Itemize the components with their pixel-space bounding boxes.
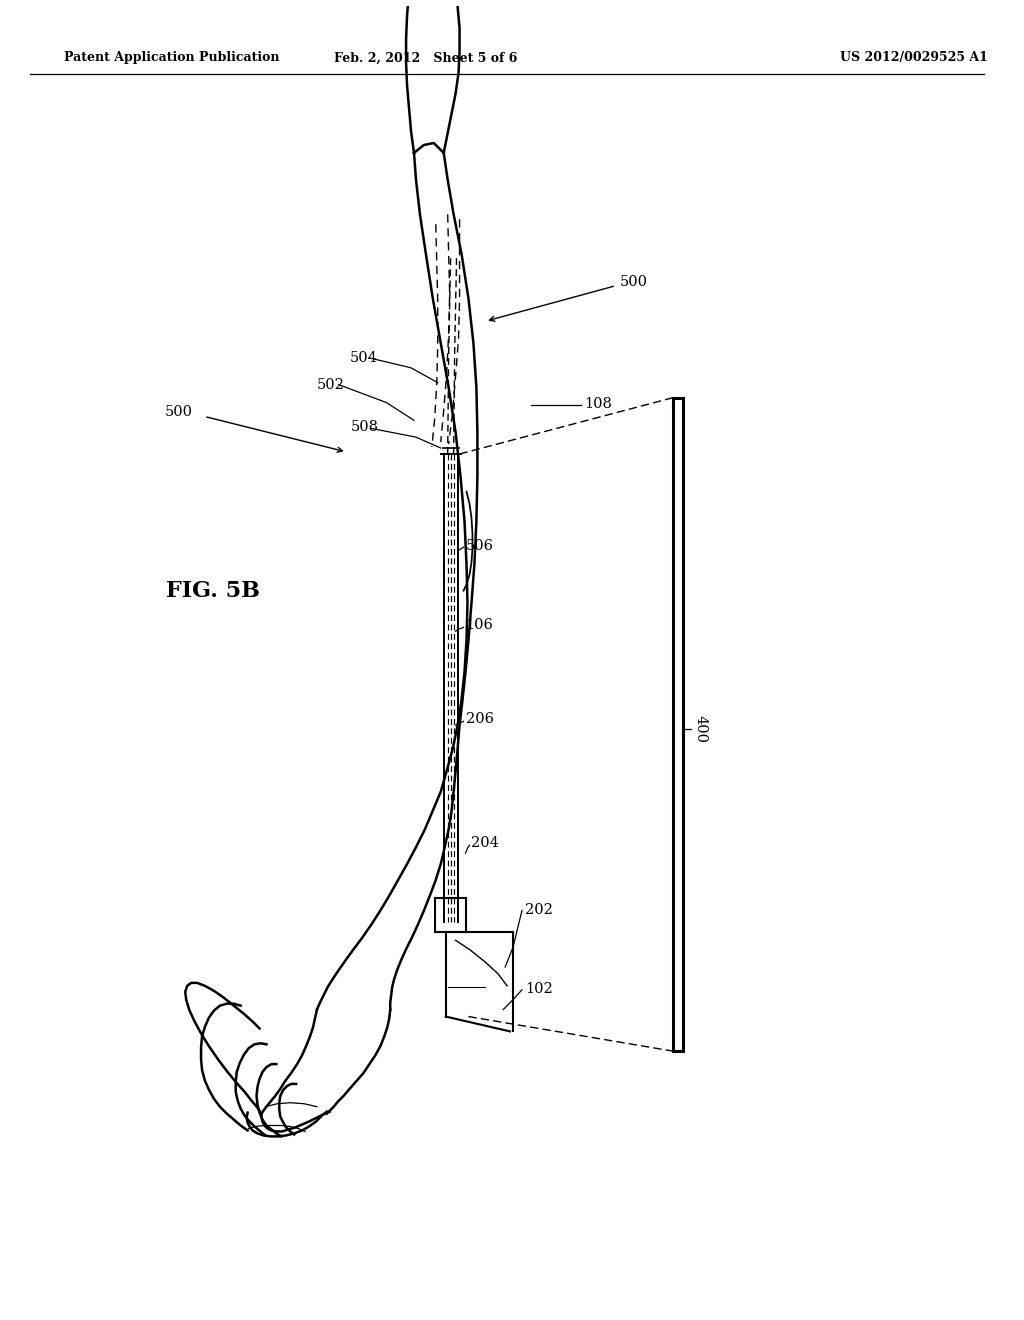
Text: 508: 508: [350, 420, 379, 434]
Text: 204: 204: [471, 837, 500, 850]
Text: 206: 206: [466, 713, 494, 726]
Text: 504: 504: [349, 351, 378, 364]
Text: Patent Application Publication: Patent Application Publication: [65, 51, 280, 65]
Text: 500: 500: [165, 405, 193, 420]
Text: Feb. 2, 2012   Sheet 5 of 6: Feb. 2, 2012 Sheet 5 of 6: [334, 51, 517, 65]
Text: 400: 400: [693, 715, 708, 743]
Text: 500: 500: [620, 275, 648, 289]
Text: 202: 202: [525, 903, 553, 916]
Text: 502: 502: [317, 378, 345, 392]
Text: 108: 108: [585, 397, 612, 412]
Text: FIG. 5B: FIG. 5B: [166, 579, 260, 602]
Text: 106: 106: [466, 618, 494, 632]
Text: 102: 102: [525, 982, 553, 995]
Text: US 2012/0029525 A1: US 2012/0029525 A1: [840, 51, 988, 65]
Text: 506: 506: [466, 539, 494, 553]
